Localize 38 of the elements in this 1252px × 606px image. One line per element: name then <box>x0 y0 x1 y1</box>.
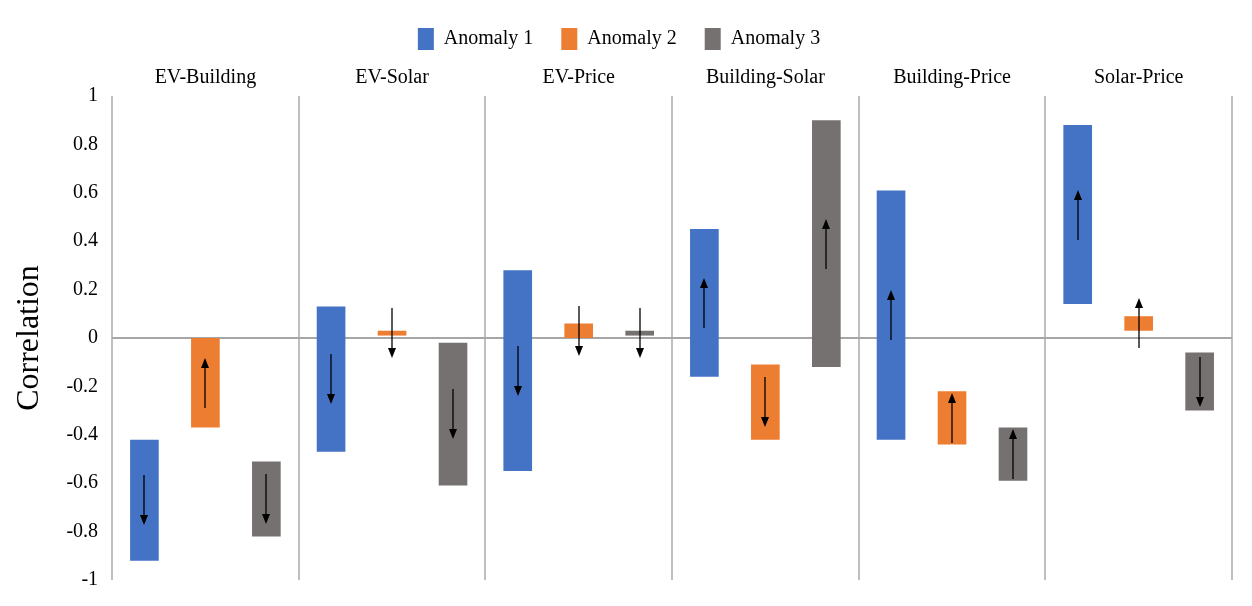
x-tick-label: Building-Solar <box>705 65 826 89</box>
y-tick-label: 0.8 <box>73 131 99 154</box>
y-tick-label: 0.2 <box>73 276 99 299</box>
legend-label: Anomaly 3 <box>730 26 821 50</box>
y-tick-label: -0.2 <box>66 373 99 396</box>
bar <box>625 330 655 336</box>
y-tick-label: 0.6 <box>73 180 99 203</box>
x-tick-label: EV-Price <box>542 65 616 88</box>
bar <box>1185 352 1214 411</box>
y-tick-label: -0.6 <box>66 470 99 493</box>
bar <box>690 229 719 377</box>
bar <box>812 120 841 368</box>
bar <box>876 190 906 440</box>
x-tick-label: Solar-Price <box>1093 65 1184 88</box>
legend-label: Anomaly 2 <box>587 26 677 50</box>
y-tick-label: 0.4 <box>73 228 99 251</box>
x-tick-label: Building-Price <box>893 65 1012 89</box>
bar <box>377 330 407 336</box>
y-tick-label: -0.8 <box>66 518 99 541</box>
bar <box>1124 316 1153 331</box>
bar <box>751 364 780 440</box>
y-tick-label: 1 <box>88 83 99 106</box>
bar <box>191 338 220 428</box>
bar <box>438 342 468 486</box>
x-tick-label: EV-Building <box>154 65 257 89</box>
y-tick-label: -1 <box>81 567 99 590</box>
y-axis-title: Correlation <box>8 265 45 411</box>
bar <box>503 270 533 472</box>
y-tick-label: -0.4 <box>66 422 99 445</box>
legend-label: Anomaly 1 <box>443 26 534 50</box>
x-tick-label: EV-Solar <box>355 65 430 88</box>
bar <box>1063 125 1093 305</box>
bar <box>937 391 967 445</box>
bar <box>316 306 346 452</box>
bar <box>564 323 594 338</box>
bar <box>130 439 159 561</box>
bar <box>252 461 281 537</box>
y-tick-label: 0 <box>88 325 99 348</box>
